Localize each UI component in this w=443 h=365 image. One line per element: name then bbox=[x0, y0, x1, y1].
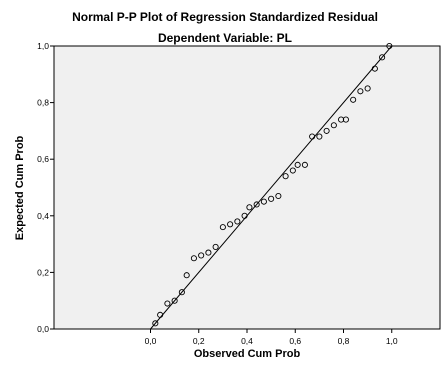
y-axis: 0,0 0,2 0,4 0,6 0,8 1,0 bbox=[37, 41, 54, 334]
data-point bbox=[357, 88, 364, 95]
y-tick-label: 0,4 bbox=[37, 211, 49, 221]
data-point bbox=[323, 127, 330, 134]
x-tick-label: 0,6 bbox=[289, 336, 301, 346]
data-point bbox=[350, 96, 357, 103]
reference-line bbox=[150, 45, 393, 330]
data-point bbox=[183, 272, 190, 279]
data-point bbox=[268, 195, 275, 202]
x-tick-label: 1,0 bbox=[386, 336, 398, 346]
data-point bbox=[241, 212, 248, 219]
data-point bbox=[282, 173, 289, 180]
data-point bbox=[260, 198, 267, 205]
x-axis: 0,0 0,2 0,4 0,6 0,8 1,0 bbox=[145, 329, 398, 346]
y-axis-label: Expected Cum Prob bbox=[14, 135, 26, 240]
data-point bbox=[371, 65, 378, 72]
data-point bbox=[342, 116, 349, 123]
y-tick-label: 0,8 bbox=[37, 98, 49, 108]
data-point bbox=[164, 300, 171, 307]
data-point bbox=[253, 201, 260, 208]
x-tick-label: 0,8 bbox=[338, 336, 350, 346]
data-point bbox=[205, 249, 212, 256]
data-point bbox=[309, 133, 316, 140]
data-point bbox=[234, 218, 241, 225]
x-axis-label: Observed Cum Prob bbox=[194, 348, 301, 360]
plot-area bbox=[53, 45, 441, 330]
data-point bbox=[275, 192, 282, 200]
data-point bbox=[190, 255, 197, 262]
plot-content bbox=[150, 42, 393, 330]
data-point bbox=[178, 289, 185, 296]
x-tick-label: 0,4 bbox=[241, 336, 253, 346]
data-point bbox=[212, 243, 219, 250]
data-point bbox=[157, 311, 164, 318]
y-tick-label: 0,2 bbox=[37, 267, 49, 277]
chart-title: Normal P-P Plot of Regression Standardiz… bbox=[72, 10, 378, 24]
data-point bbox=[316, 133, 323, 140]
data-point bbox=[379, 54, 386, 61]
data-point bbox=[219, 224, 226, 231]
data-point bbox=[386, 42, 393, 50]
data-point bbox=[289, 167, 296, 174]
data-point bbox=[227, 221, 234, 228]
x-tick-label: 0,2 bbox=[193, 336, 205, 346]
y-tick-label: 1,0 bbox=[37, 41, 49, 51]
y-tick-label: 0,0 bbox=[37, 324, 49, 334]
y-tick-label: 0,6 bbox=[37, 154, 49, 164]
data-point bbox=[330, 122, 337, 129]
data-point bbox=[364, 85, 371, 92]
chart-subtitle: Dependent Variable: PL bbox=[158, 31, 292, 45]
data-point bbox=[294, 161, 301, 168]
x-tick-label: 0,0 bbox=[145, 336, 157, 346]
data-point bbox=[246, 204, 253, 211]
data-point bbox=[301, 161, 308, 168]
data-point bbox=[171, 297, 178, 304]
data-point bbox=[198, 252, 205, 259]
data-point bbox=[152, 320, 159, 327]
